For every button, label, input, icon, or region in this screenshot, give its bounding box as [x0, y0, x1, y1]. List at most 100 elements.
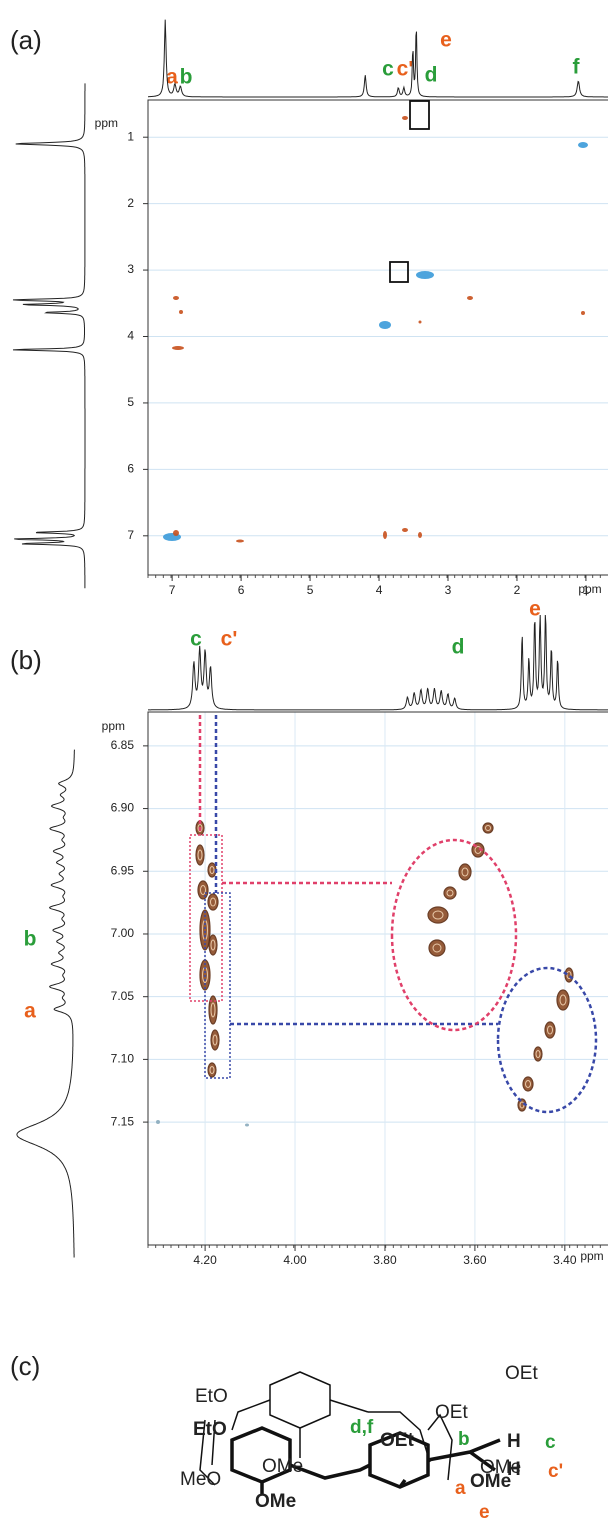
- cross-peak: [199, 909, 211, 951]
- peak-label: d: [425, 64, 438, 87]
- y-tick-label: 6: [127, 462, 134, 476]
- substituent: H: [507, 1431, 521, 1452]
- x-tick-label: 3.80: [373, 1253, 397, 1267]
- cross-peak-core: [525, 1080, 531, 1088]
- cross-peak: [245, 1123, 249, 1127]
- substituent: OMe: [480, 1457, 521, 1478]
- y-tick-label: 7.00: [111, 926, 135, 940]
- y-tick-label: 7.10: [111, 1052, 135, 1066]
- cross-peak-core: [209, 866, 215, 874]
- cross-peak: [533, 1046, 543, 1062]
- cross-peak: [207, 893, 219, 911]
- structure-drawing: [199, 1371, 501, 1495]
- x-tick-label: 4: [376, 583, 383, 597]
- proton-label: d,f: [350, 1417, 374, 1438]
- peak-label: c': [221, 628, 238, 651]
- cross-peak-core: [446, 889, 454, 897]
- cross-peak: [172, 346, 184, 350]
- x-tick-label: 3.60: [463, 1253, 487, 1267]
- proton-label: c: [545, 1432, 556, 1453]
- cross-peak: [428, 939, 446, 957]
- x-tick-label: 1: [583, 583, 590, 597]
- cross-peak: [467, 296, 473, 300]
- cross-peak-core: [566, 971, 572, 979]
- proton-label: c': [548, 1461, 563, 1482]
- axis-frame: [147, 711, 608, 1246]
- left-spectrum: [16, 749, 75, 1258]
- highlight-box: [389, 261, 409, 283]
- x-tick-label: 4.00: [283, 1253, 307, 1267]
- proton-label: e: [479, 1502, 490, 1519]
- y-tick-label: 2: [127, 196, 134, 210]
- y-tick-label: 7.15: [111, 1114, 135, 1128]
- x-tick-label: 3.40: [553, 1253, 577, 1267]
- cross-peak-core: [432, 943, 442, 953]
- cross-peak: [544, 1021, 556, 1039]
- top-spectrum: [148, 19, 608, 98]
- cross-peak: [173, 296, 179, 300]
- panel-label: (c): [10, 1351, 40, 1381]
- proton-label: a: [455, 1478, 466, 1499]
- cross-peak: [208, 934, 218, 956]
- guide-line: [214, 715, 498, 1026]
- x-tick-label: 5: [307, 583, 314, 597]
- zoom-ellipse: [390, 838, 518, 1032]
- cross-peak: [197, 880, 209, 900]
- cross-peak: [207, 1062, 217, 1078]
- region-box: [189, 834, 223, 1002]
- cross-peak: [482, 822, 494, 834]
- cross-peak-core: [461, 867, 469, 877]
- cross-peak: [236, 539, 244, 543]
- cross-peak: [416, 271, 434, 279]
- peak-label: b: [180, 66, 193, 89]
- cross-peak: [418, 320, 422, 324]
- substituent: H: [507, 1459, 521, 1480]
- guide-line: [198, 715, 392, 885]
- cross-peak-core: [200, 885, 206, 895]
- y-tick-label: 6.90: [111, 801, 135, 815]
- cross-peak-core: [197, 824, 203, 832]
- cross-peak-core: [197, 849, 203, 861]
- peak-label: c: [382, 58, 394, 81]
- cross-peak-core: [210, 1002, 216, 1018]
- peak-label: c: [190, 628, 202, 651]
- substituent: OEt: [435, 1402, 468, 1423]
- cross-peak: [179, 310, 183, 314]
- top-spectrum: [148, 614, 608, 711]
- peak-label: b: [24, 928, 37, 951]
- cross-peak: [402, 116, 408, 120]
- x-tick-label: 4.20: [193, 1253, 217, 1267]
- left-spectrum: [12, 83, 86, 589]
- x-tick-label: 6: [238, 583, 245, 597]
- cross-peak: [383, 531, 387, 539]
- y-axis-label: ppm: [102, 719, 125, 733]
- peak-label: d: [452, 636, 465, 659]
- y-tick-label: 7: [127, 528, 134, 542]
- panel-label: (a): [10, 25, 42, 55]
- cross-peak: [578, 142, 588, 148]
- y-tick-label: 6.85: [111, 738, 135, 752]
- cross-peak: [379, 321, 391, 329]
- cross-peak: [427, 906, 449, 924]
- substituent: MeO: [180, 1469, 221, 1490]
- y-tick-label: 3: [127, 262, 134, 276]
- cross-peak-core: [485, 825, 491, 831]
- cross-peak: [402, 528, 408, 532]
- y-tick-label: 4: [127, 329, 134, 343]
- cross-peak: [581, 311, 585, 315]
- cross-peak-core: [559, 994, 567, 1006]
- zoom-ellipse: [496, 966, 598, 1114]
- cross-peak: [173, 530, 179, 536]
- x-tick-label: 2: [514, 583, 521, 597]
- substituent: OEt: [505, 1363, 538, 1384]
- x-tick-label: 3: [445, 583, 452, 597]
- substituent: EtO: [195, 1386, 228, 1407]
- peak-label: e: [529, 598, 541, 621]
- peak-label: c': [397, 58, 414, 81]
- y-tick-label: 5: [127, 395, 134, 409]
- proton-label: b: [458, 1429, 470, 1450]
- cross-peak-core: [547, 1025, 553, 1035]
- substituent: EtO: [193, 1419, 227, 1440]
- cross-peak: [443, 886, 457, 900]
